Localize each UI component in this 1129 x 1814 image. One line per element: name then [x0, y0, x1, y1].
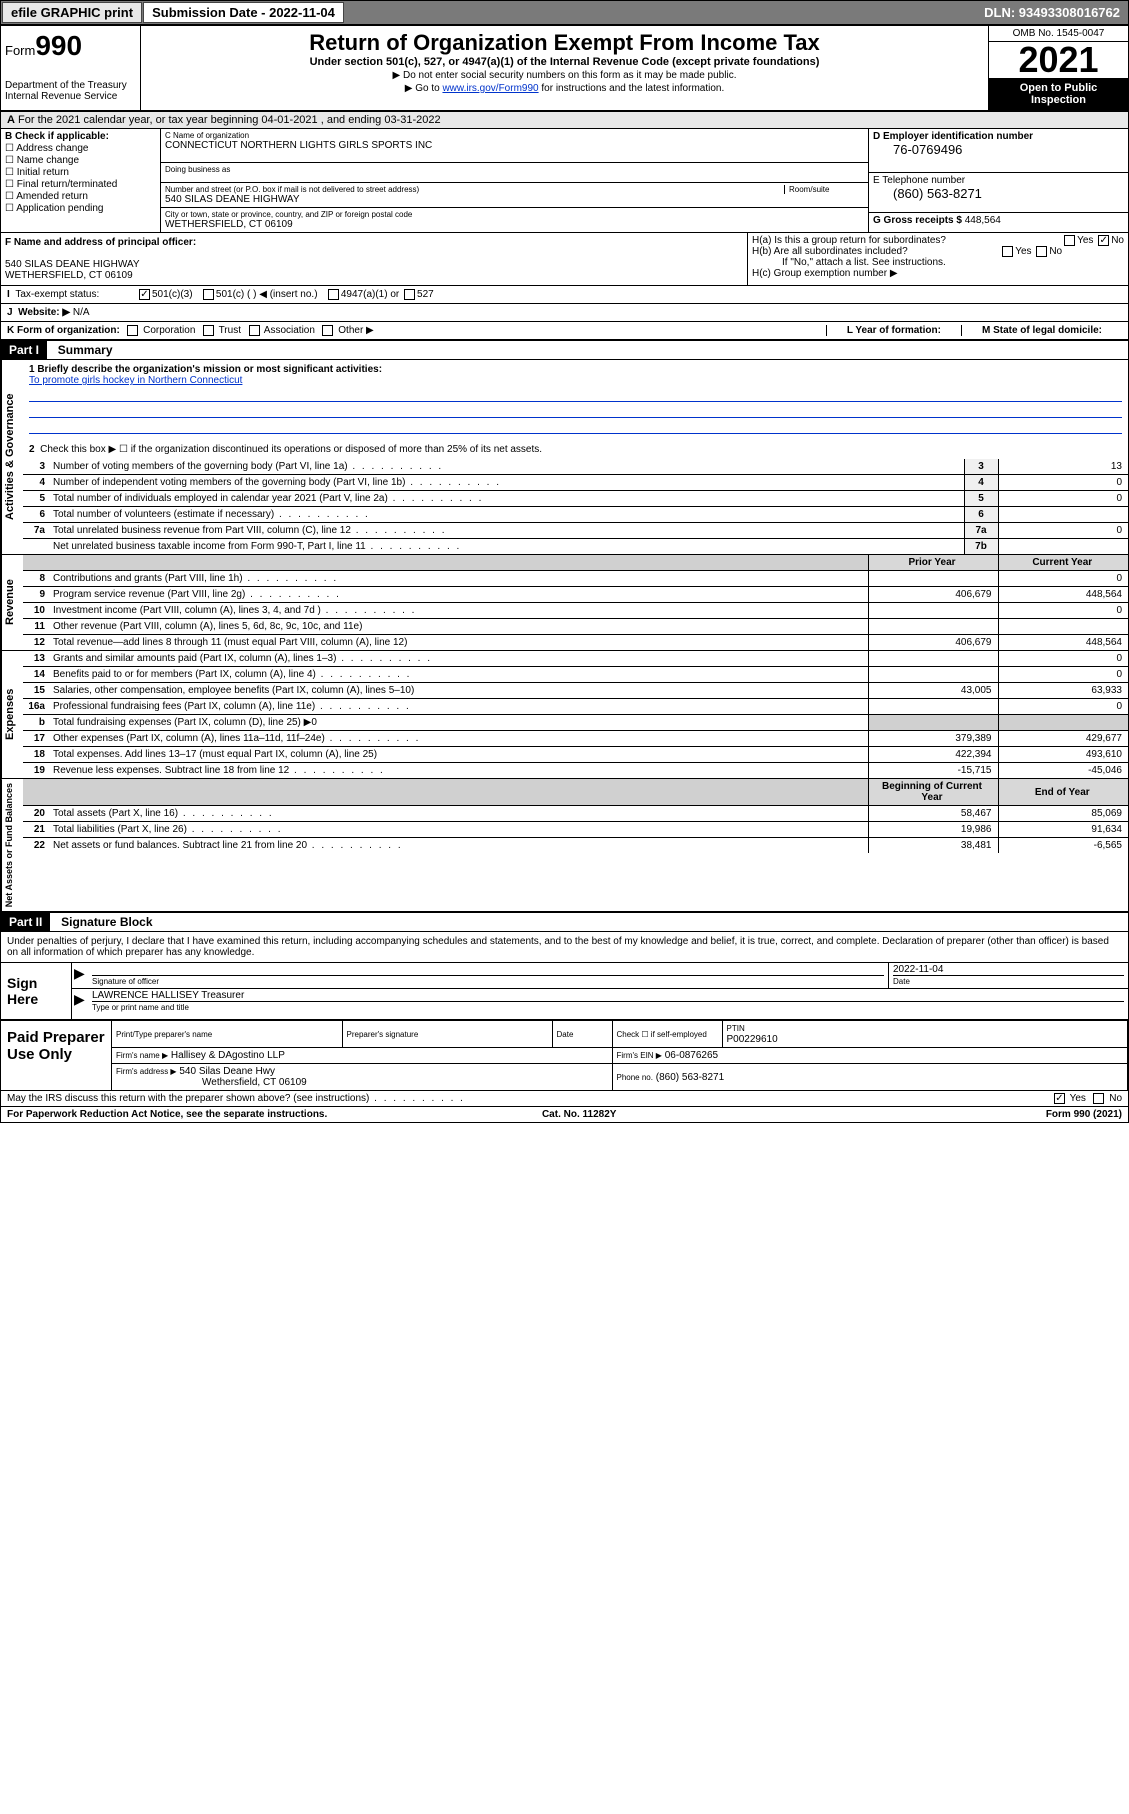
part1-header: Part I: [1, 341, 47, 359]
revenue-table: Prior YearCurrent Year 8Contributions an…: [23, 555, 1128, 650]
dba-label: Doing business as: [165, 165, 864, 174]
part2-title: Signature Block: [53, 913, 160, 931]
mission-text[interactable]: To promote girls hockey in Northern Conn…: [29, 375, 242, 386]
note-link: ▶ Go to www.irs.gov/Form990 for instruct…: [145, 83, 984, 94]
cat-no: Cat. No. 11282Y: [542, 1109, 616, 1120]
g-label: G Gross receipts $: [873, 215, 962, 226]
officer-addr1: 540 SILAS DEANE HIGHWAY: [5, 259, 743, 270]
open-inspection: Open to Public Inspection: [989, 78, 1128, 110]
f-label: F Name and address of principal officer:: [5, 237, 196, 248]
form-990: Form990 Department of the Treasury Inter…: [0, 25, 1129, 1123]
form-ref: Form 990 (2021): [1046, 1109, 1122, 1120]
governance-table: 3Number of voting members of the governi…: [23, 459, 1128, 554]
netassets-table: Beginning of Current YearEnd of Year 20T…: [23, 779, 1128, 853]
submission-date: Submission Date - 2022-11-04: [143, 2, 344, 23]
box-b: B Check if applicable: ☐ Address change …: [1, 129, 161, 232]
gross-receipts: 448,564: [965, 215, 1001, 226]
org-name: CONNECTICUT NORTHERN LIGHTS GIRLS SPORTS…: [165, 140, 864, 151]
tax-year: 2021: [989, 42, 1128, 78]
note-ssn: ▶ Do not enter social security numbers o…: [145, 70, 984, 81]
expenses-table: 13Grants and similar amounts paid (Part …: [23, 651, 1128, 778]
c-label: C Name of organization: [165, 131, 864, 140]
city-address: WETHERSFIELD, CT 06109: [165, 219, 864, 230]
form-subtitle: Under section 501(c), 527, or 4947(a)(1)…: [145, 56, 984, 68]
exp-vlabel: Expenses: [1, 651, 23, 778]
street-address: 540 SILAS DEANE HIGHWAY: [165, 194, 864, 205]
ein-value: 76-0769496: [873, 142, 1124, 157]
officer-addr2: WETHERSFIELD, CT 06109: [5, 270, 743, 281]
period-banner: A For the 2021 calendar year, or tax yea…: [1, 112, 1128, 129]
d-label: D Employer identification number: [873, 131, 1033, 142]
paid-preparer-label: Paid Preparer Use Only: [1, 1021, 111, 1090]
efile-button[interactable]: efile GRAPHIC print: [2, 2, 142, 23]
part2-header: Part II: [1, 913, 50, 931]
rev-vlabel: Revenue: [1, 555, 23, 650]
pra-notice: For Paperwork Reduction Act Notice, see …: [7, 1109, 327, 1120]
top-toolbar: efile GRAPHIC print Submission Date - 20…: [0, 0, 1129, 25]
form-number: Form990: [5, 30, 136, 62]
website-value: N/A: [73, 307, 90, 318]
part1-title: Summary: [50, 341, 121, 359]
net-vlabel: Net Assets or Fund Balances: [1, 779, 23, 911]
dln-label: DLN: 93493308016762: [976, 3, 1128, 22]
gov-vlabel: Activities & Governance: [1, 360, 23, 554]
declaration-text: Under penalties of perjury, I declare th…: [1, 932, 1128, 963]
phone-value: (860) 563-8271: [873, 186, 1124, 201]
form-title: Return of Organization Exempt From Incom…: [145, 30, 984, 56]
officer-name: LAWRENCE HALLISEY Treasurer: [92, 990, 244, 1001]
irs-link[interactable]: www.irs.gov/Form990: [442, 83, 538, 94]
preparer-table: Print/Type preparer's name Preparer's si…: [112, 1021, 1128, 1090]
dept-label: Department of the Treasury Internal Reve…: [5, 80, 136, 102]
e-label: E Telephone number: [873, 175, 965, 186]
sign-here-label: Sign Here: [1, 963, 71, 1019]
